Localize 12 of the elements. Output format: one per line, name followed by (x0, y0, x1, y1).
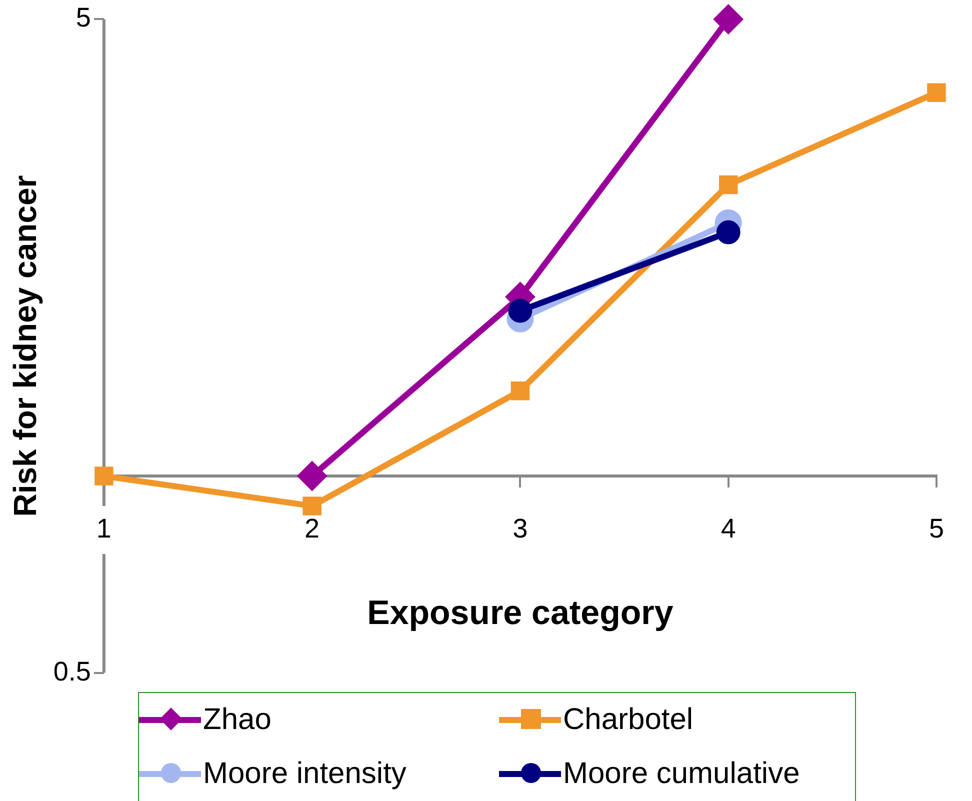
legend-label: Moore intensity (203, 757, 406, 791)
x-tick-label: 5 (928, 514, 944, 544)
x-tick-label: 4 (720, 514, 736, 544)
legend-label: Zhao (203, 703, 272, 737)
y-axis-title: Risk for kidney cancer (7, 175, 44, 517)
y-tick-label: 0.5 (53, 656, 91, 686)
legend-label: Charbotel (563, 703, 694, 737)
legend-label: Moore cumulative (563, 757, 800, 791)
x-tick-label: 3 (512, 514, 528, 544)
x-axis-title: Exposure category (367, 594, 674, 632)
x-tick-label: 1 (96, 514, 112, 544)
x-tick-label: 2 (304, 514, 320, 544)
